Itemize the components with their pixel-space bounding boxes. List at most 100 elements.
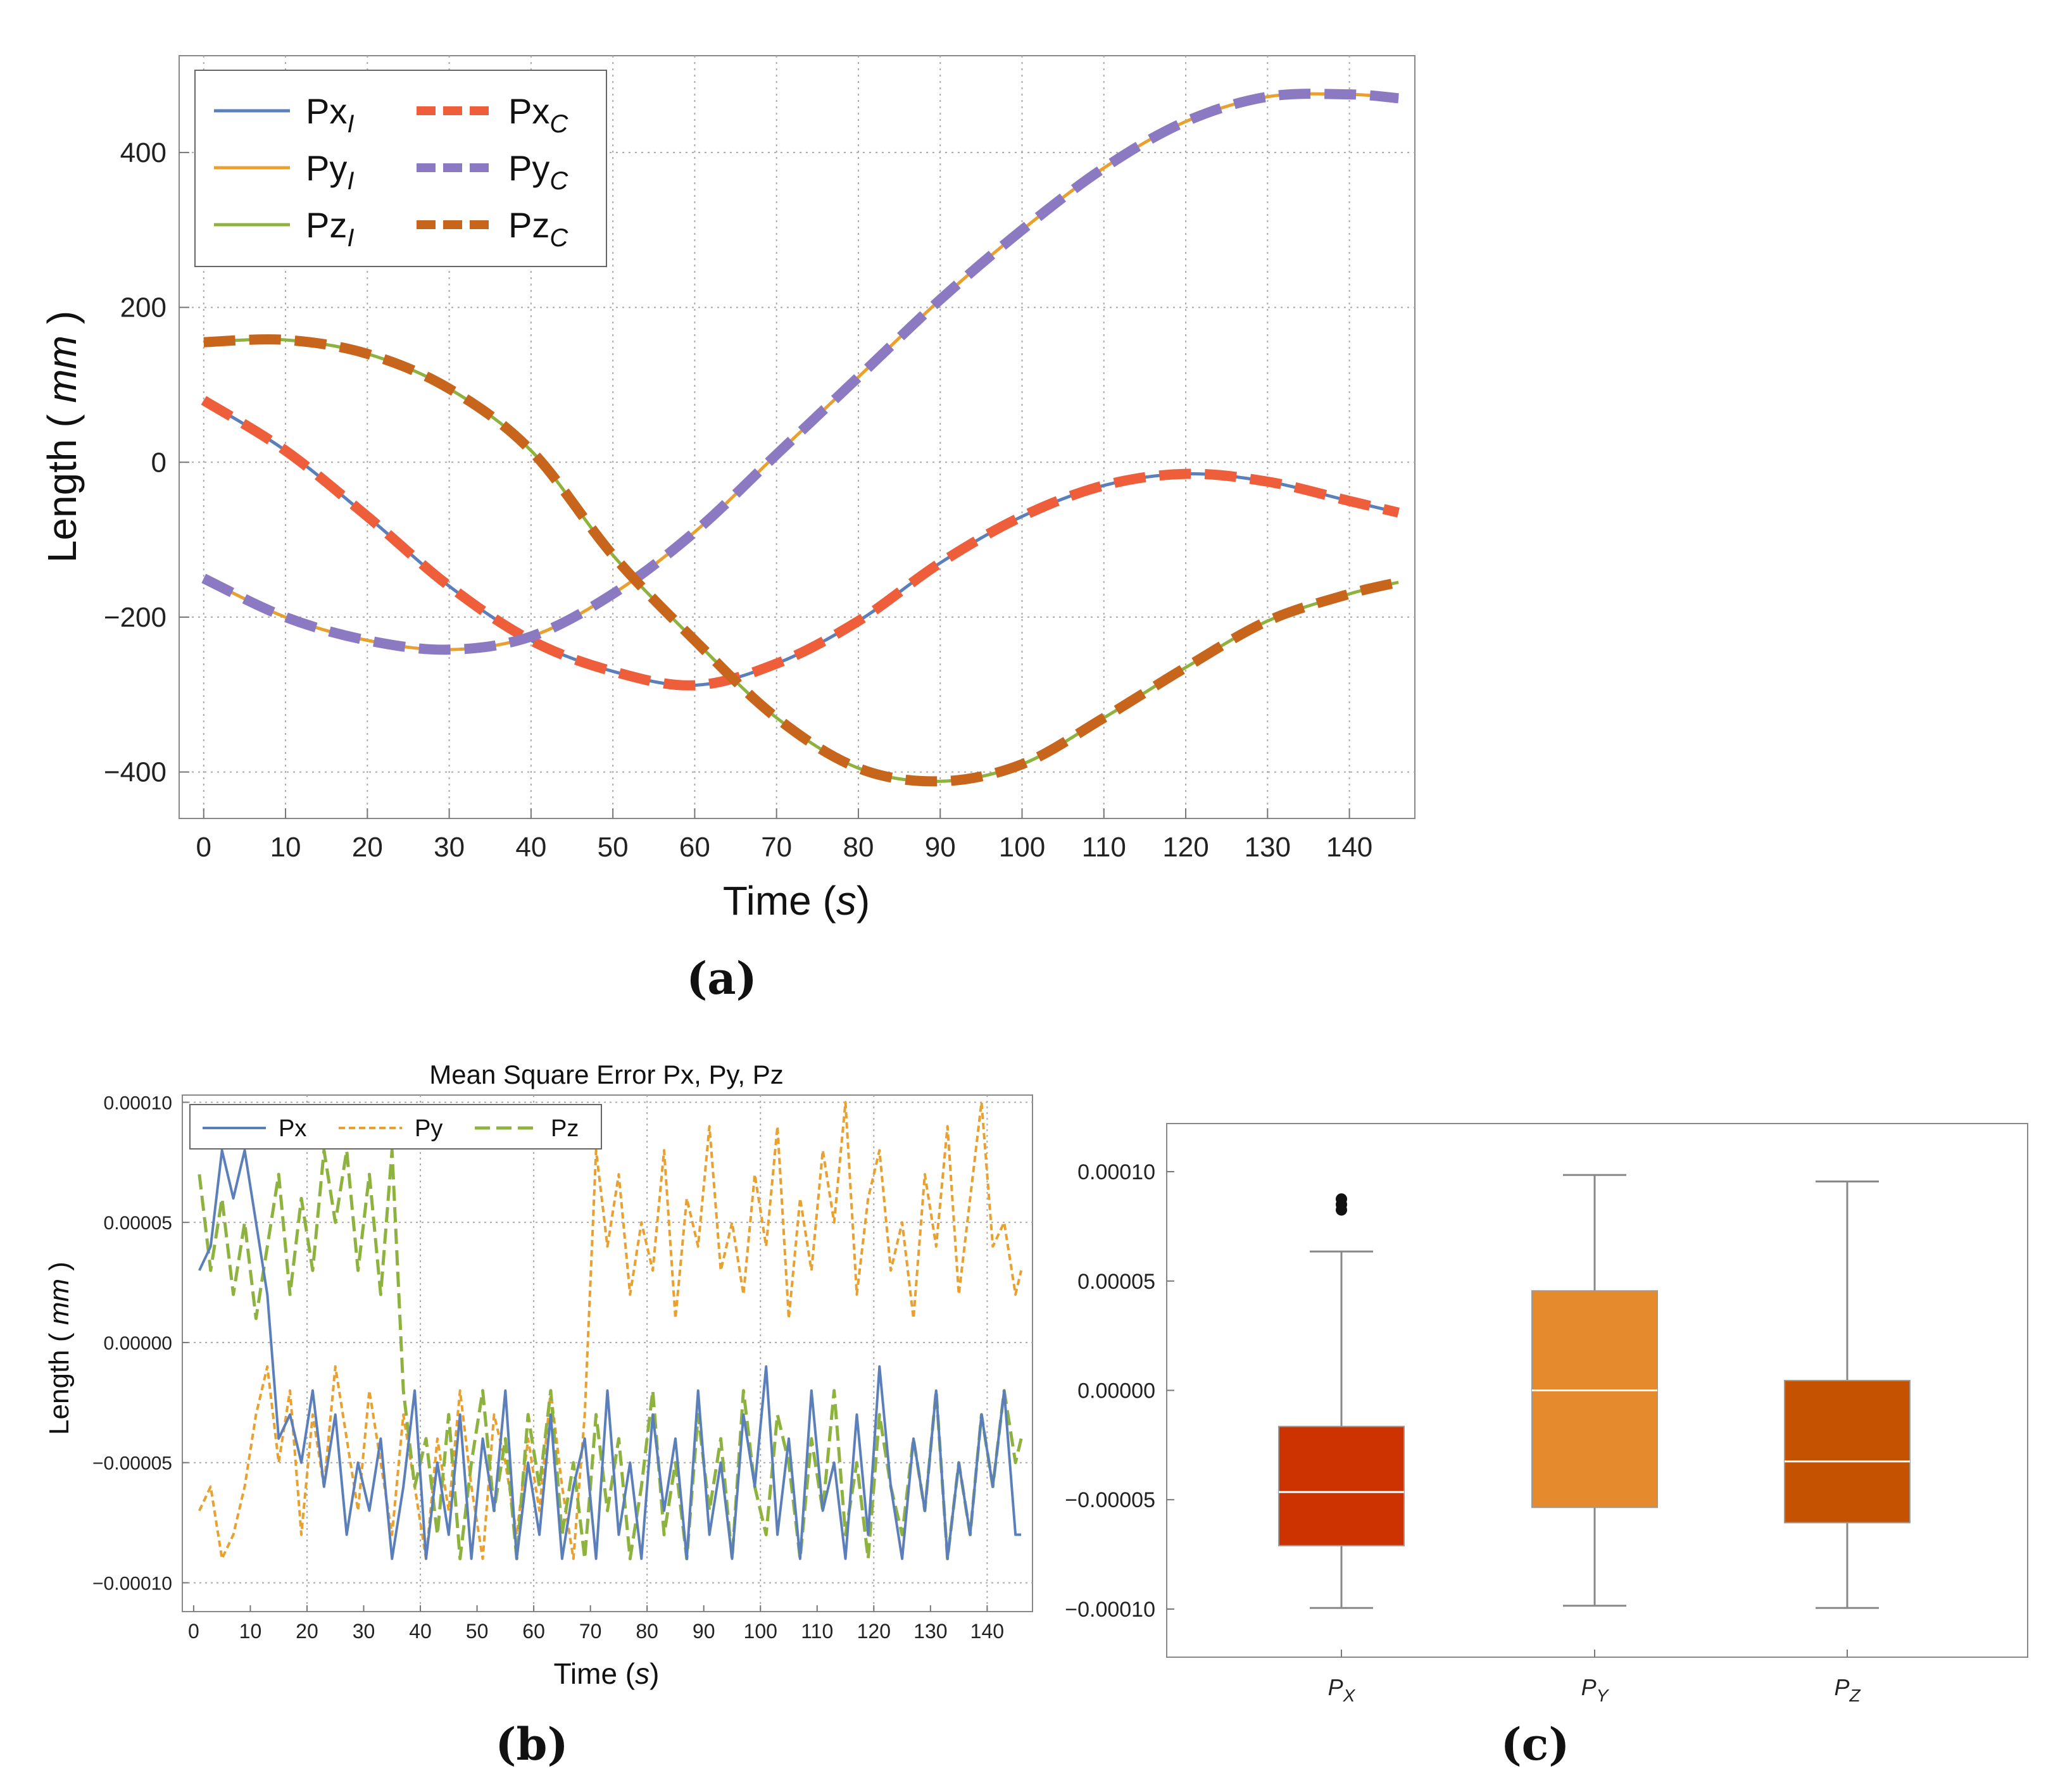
chart-b-y-tick-label: 0.00010 [104, 1093, 172, 1113]
chart-b-x-tick-label: 110 [801, 1620, 833, 1643]
chart-c-y-tick-label: 0.00000 [1077, 1379, 1155, 1403]
chart-b-y-ticks: −0.00010 −0.00005 0.00000 0.00005 0.00010 [92, 1093, 189, 1594]
chart-b-legend-label: Py [415, 1115, 442, 1142]
chart-b-y-axis-label-text: Length [44, 1350, 75, 1435]
chart-c-y-tick-label: −0.00005 [1065, 1488, 1155, 1512]
chart-b-x-axis-label-text: Time [554, 1657, 618, 1690]
chart-a-y-ticks: −400 −200 0 200 400 [104, 137, 189, 788]
chart-c-x-tick-label-sub: Y [1597, 1686, 1610, 1705]
chart-a-x-axis-unit: s [836, 878, 857, 924]
chart-c-x-tick-label-base: P [1328, 1674, 1343, 1700]
chart-a-legend-label-base: Px [508, 91, 549, 131]
chart-a-legend-label: PzI [306, 205, 354, 252]
chart-a-x-axis-label-text: Time [723, 878, 812, 924]
chart-a-legend-label-sub: I [347, 224, 354, 252]
chart-a-x-tick-label: 110 [1082, 832, 1126, 863]
chart-a-x-tick-label: 30 [434, 832, 465, 863]
chart-a-y-tick-label: 400 [120, 137, 166, 168]
chart-b-y-tick-label: 0.00005 [104, 1213, 172, 1234]
chart-c-boxes [1278, 1174, 1911, 1609]
chart-a-legend-label-sub: I [347, 167, 354, 195]
chart-a-legend-label-sub: C [549, 224, 568, 252]
chart-a-legend-label: PxI [306, 91, 354, 138]
chart-a: 0 10 20 30 40 50 60 70 80 90 100 110 120 130 140 −400−… [39, 55, 1415, 1005]
chart-b-x-tick-label: 130 [913, 1620, 947, 1643]
chart-a-legend-label-sub: I [347, 110, 354, 138]
box-body [1784, 1379, 1911, 1524]
box-body [1531, 1290, 1658, 1508]
chart-b-x-tick-label: 80 [636, 1620, 658, 1643]
chart-a-y-axis-label: Length ( mm ) [39, 311, 85, 563]
chart-b-x-tick-label: 50 [466, 1620, 489, 1643]
chart-b-x-tick-label: 70 [579, 1620, 602, 1643]
chart-a-x-tick-label: 10 [270, 832, 301, 863]
chart-b-x-tick-label: 120 [857, 1620, 891, 1643]
series-py-c [201, 89, 1399, 655]
chart-c-y-tick-label: −0.00010 [1065, 1598, 1155, 1622]
chart-a-y-axis-label-text: Length [39, 439, 85, 563]
chart-c-y-tick-label: 0.00010 [1077, 1160, 1155, 1184]
chart-a-x-tick-label: 0 [196, 832, 211, 863]
series-mse-px [198, 1149, 1022, 1560]
chart-b-y-tick-label: −0.00010 [92, 1573, 172, 1594]
series-px-c [201, 396, 1400, 691]
chart-c-x-tick-label-sub: Z [1848, 1686, 1861, 1705]
chart-c-x-tick-label: PZ [1834, 1674, 1861, 1705]
chart-b-x-ticks: 0 10 20 30 40 50 60 70 80 90 100 110 120 130 140 [188, 1605, 1004, 1643]
chart-b-x-tick-label: 20 [296, 1620, 318, 1643]
chart-a-y-axis-unit: mm [39, 335, 85, 403]
box-outlier [1336, 1193, 1347, 1205]
chart-b-x-tick-label: 40 [409, 1620, 432, 1643]
chart-b-frame [182, 1094, 1033, 1612]
chart-a-legend-label-base: Py [508, 148, 549, 188]
chart-c-x-tick-label-base: P [1834, 1674, 1849, 1700]
chart-a-x-tick-label: 80 [843, 832, 874, 863]
panel-label-a: (a) [686, 952, 757, 1005]
box-p-y [1531, 1174, 1658, 1607]
chart-a-x-tick-label: 120 [1162, 832, 1208, 863]
box-body [1278, 1425, 1405, 1546]
chart-b-y-tick-label: 0.00000 [104, 1333, 172, 1354]
chart-b-legend: Px Py Pz [189, 1104, 602, 1150]
chart-a-legend-label-sub: C [549, 110, 568, 138]
chart-b-x-tick-label: 90 [693, 1620, 715, 1643]
chart-a-x-tick-label: 140 [1326, 832, 1372, 863]
chart-a-y-tick-label: −200 [104, 602, 166, 633]
chart-a-series [201, 89, 1400, 787]
chart-a-x-tick-label: 70 [761, 832, 792, 863]
chart-c-x-tick-label: PY [1581, 1674, 1610, 1705]
box-p-z [1784, 1181, 1911, 1609]
chart-a-x-tick-label: 90 [925, 832, 956, 863]
chart-a-x-ticks: 0 10 20 30 40 50 60 70 80 90 100 110 120 130 140 [196, 808, 1372, 863]
chart-a-x-tick-label: 130 [1245, 832, 1291, 863]
chart-a-legend-label-base: Pz [306, 205, 347, 245]
chart-a-legend-label: PxC [508, 91, 568, 138]
chart-b-series [198, 1101, 1023, 1561]
chart-a-x-tick-label: 100 [999, 832, 1045, 863]
chart-a-legend-label-sub: C [549, 167, 568, 195]
chart-a-y-tick-label: 0 [151, 447, 166, 478]
chart-b-x-axis-label: Time (s) [554, 1657, 660, 1690]
series-pz-c [203, 334, 1400, 787]
chart-a-legend-label-base: Py [306, 148, 347, 188]
chart-a-legend-label-base: Pz [508, 205, 549, 245]
chart-b-legend-label: Px [279, 1115, 306, 1142]
chart-c-y-ticks: −0.00010 −0.00005 0.00000 0.00005 0.00010 [1065, 1160, 1174, 1622]
chart-b-y-tick-label: −0.00005 [92, 1453, 172, 1474]
chart-b-x-tick-label: 0 [188, 1620, 199, 1643]
chart-b-y-axis-unit: mm [44, 1279, 75, 1325]
chart-b-grid [182, 1095, 1032, 1612]
series-mse-py [198, 1101, 1023, 1560]
chart-b-x-tick-label: 10 [239, 1620, 262, 1643]
chart-a-x-tick-label: 60 [679, 832, 710, 863]
panel-label-b: (b) [495, 1718, 568, 1770]
chart-a-legend-label: PzC [508, 205, 568, 252]
box-p-x [1278, 1193, 1405, 1609]
chart-b-y-axis-label: Length ( mm ) [44, 1262, 75, 1435]
chart-c-x-tick-label-sub: X [1343, 1686, 1356, 1705]
chart-b-x-tick-label: 100 [744, 1620, 777, 1643]
chart-a-legend-label: PyI [306, 148, 354, 195]
chart-b-title: Mean Square Error Px, Py, Pz [429, 1060, 783, 1089]
